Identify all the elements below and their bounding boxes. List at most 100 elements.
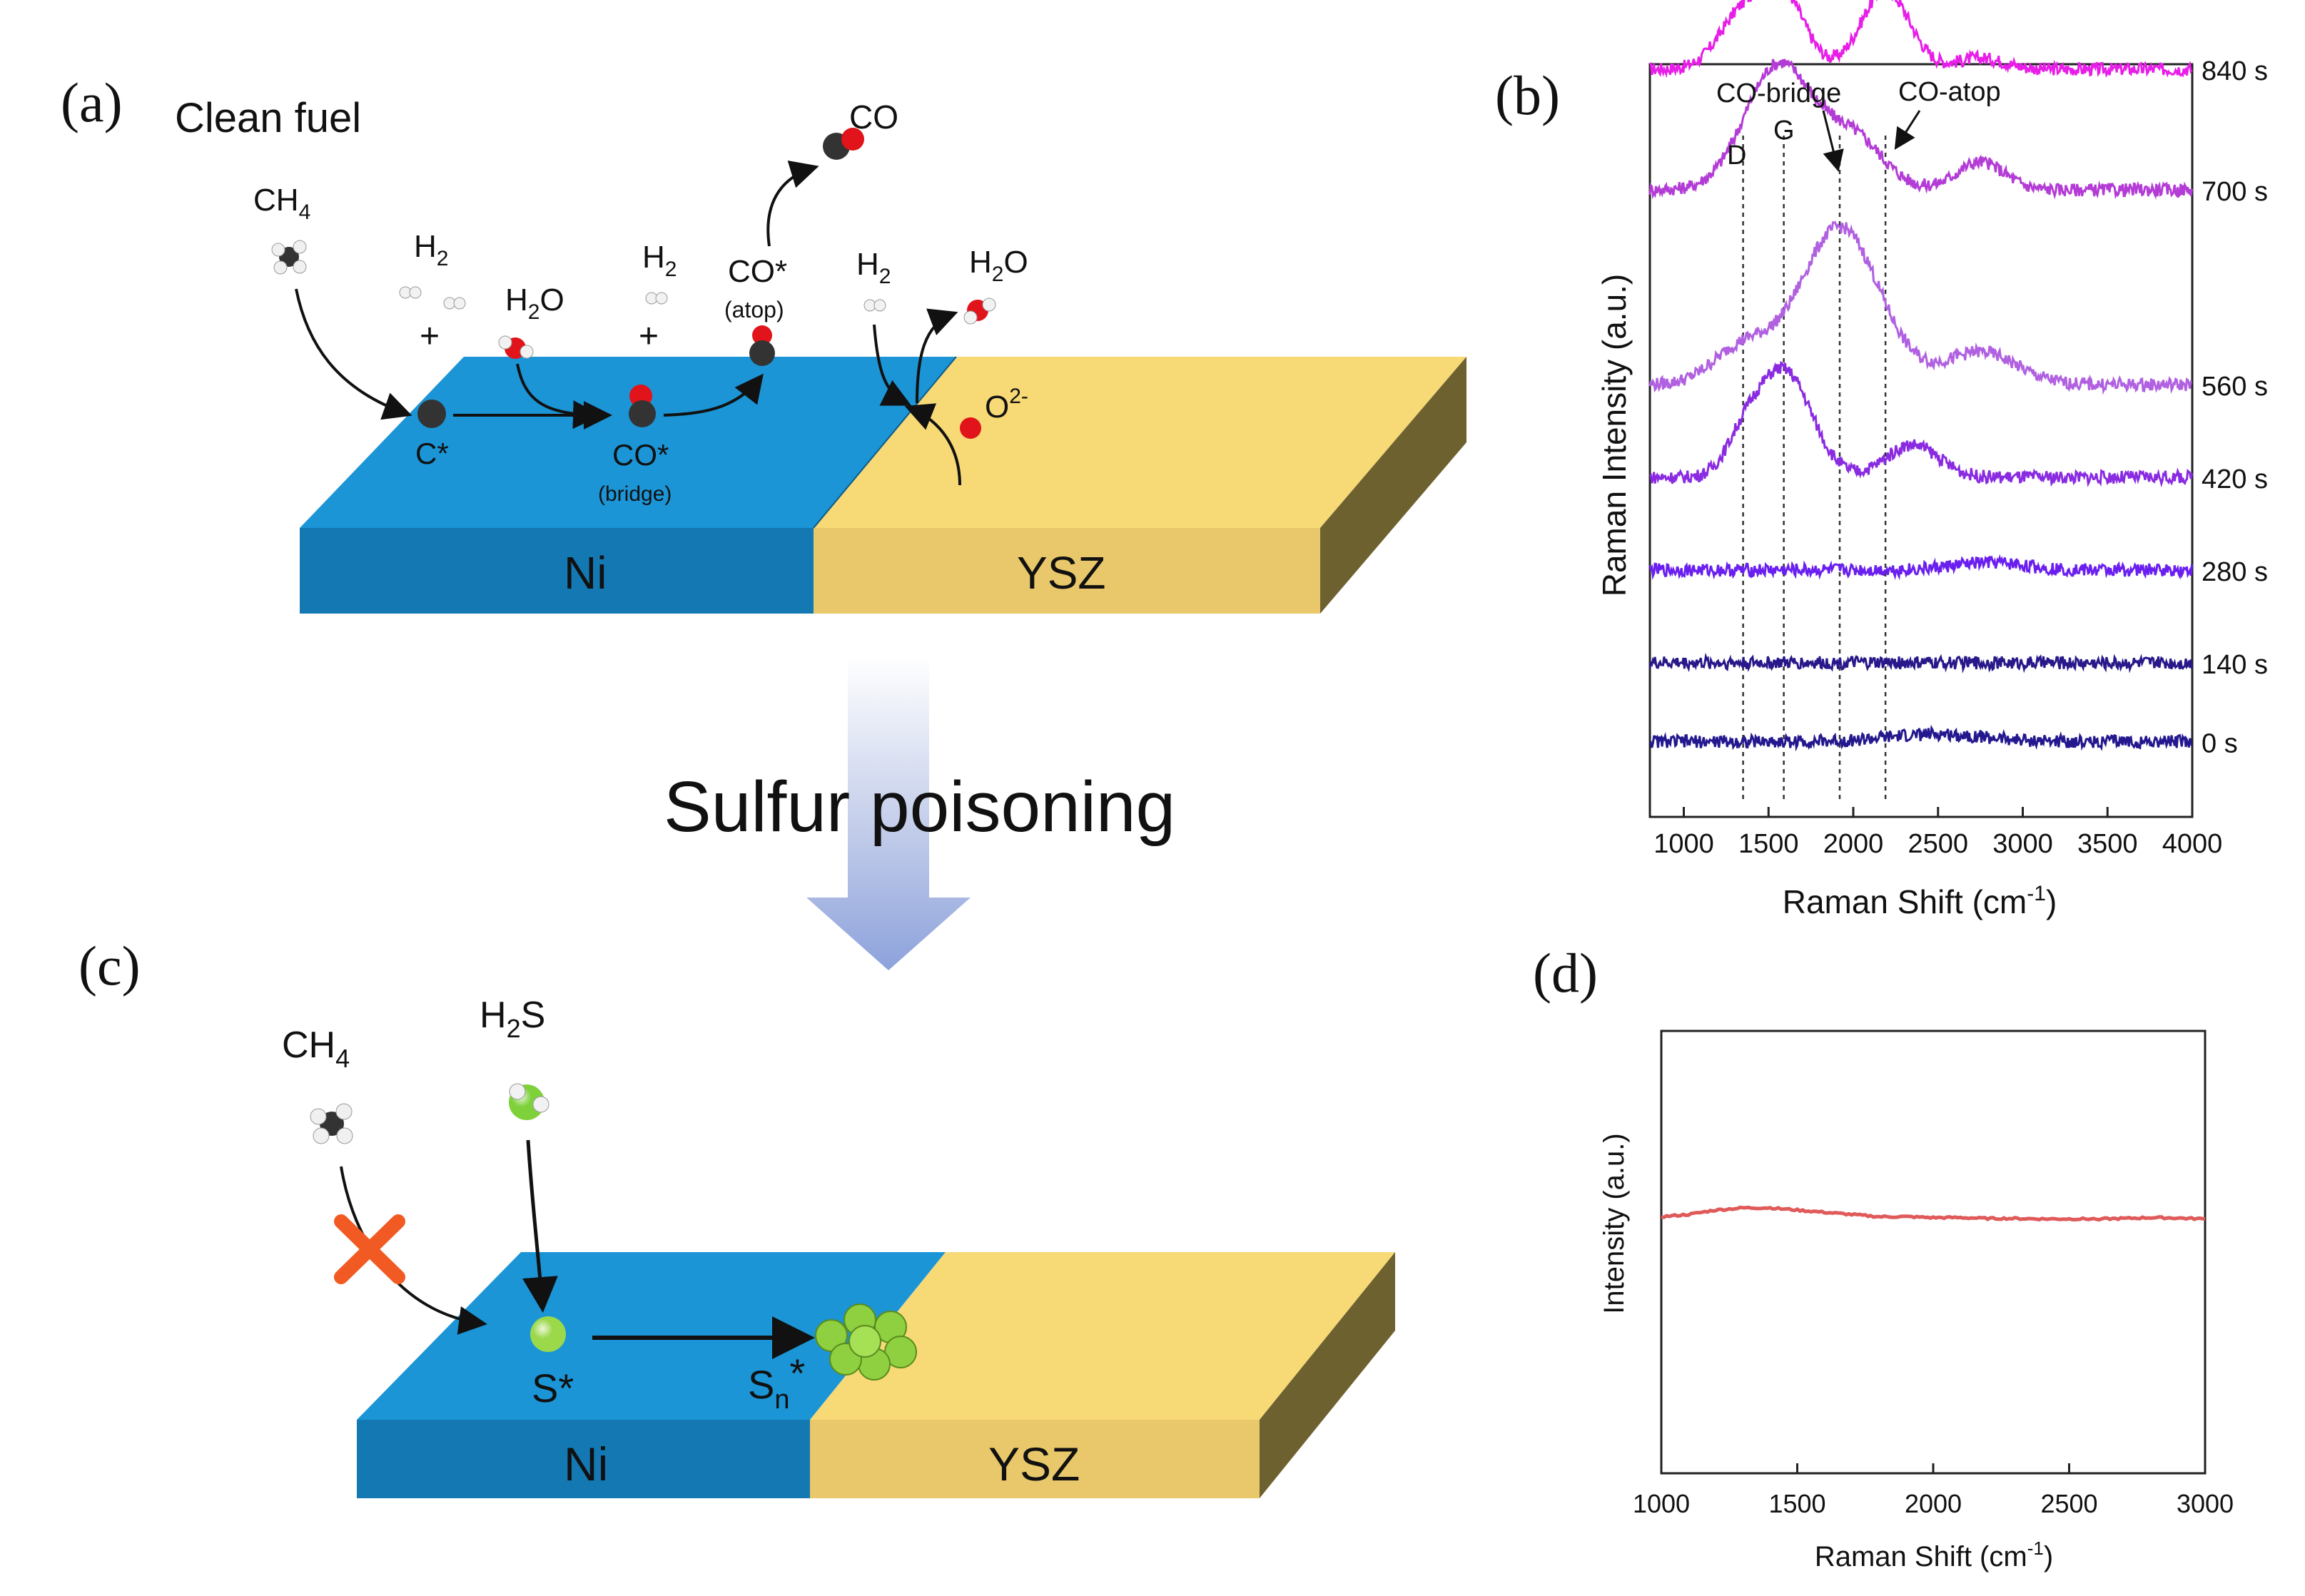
co-desorb-arrow: [766, 161, 819, 247]
chart-b-x-ticks: 1000 1500 2000 2500 3000 3500 4000: [1653, 807, 2222, 859]
h2s-molecule: [509, 1083, 549, 1120]
panel-b-chart: 1000 1500 2000 2500 3000 3500 4000 840 s 700 s 5…: [1596, 0, 2268, 920]
chart-b-xlabel: Raman Shift (cm-1): [1783, 882, 2057, 920]
co-bridge-annotation: CO-bridge: [1716, 78, 1841, 108]
ni-front-face-c: [357, 1420, 810, 1498]
ch4-molecule-c: [310, 1103, 353, 1144]
ysz-side-face: [1320, 357, 1466, 614]
ysz-front-face: [814, 528, 1320, 614]
panel-label-b: (b): [1495, 64, 1560, 126]
panel-d-chart: 1000 1500 2000 2500 3000 Raman Shift (cm-1) …: [1599, 1030, 2234, 1572]
h2-right-label: H2: [856, 247, 891, 288]
xtick-d-label-1500: 1500: [1768, 1489, 1825, 1518]
d-band-annotation: D: [1727, 141, 1746, 171]
chart-d-ylabel: Intensity (a.u.): [1599, 1133, 1630, 1313]
chart-b-frame: [1648, 63, 2194, 818]
xtick-d-label-2500: 2500: [2040, 1489, 2097, 1518]
xtick-d-label-2000: 2000: [1905, 1489, 1962, 1518]
h2-mid-molecule: [645, 292, 668, 305]
spectrum-700-s: [1648, 58, 2193, 200]
h2-to-tpb-arrow: [873, 324, 912, 406]
xtick-label-3500: 3500: [2077, 829, 2138, 859]
spectrum-0-s: [1648, 724, 2193, 752]
spectrum-420-s: [1649, 360, 2193, 488]
ch4-adsorb-arrow: [295, 288, 412, 420]
co-bridge-note: (bridge): [598, 482, 672, 506]
plus-mid: +: [639, 317, 659, 355]
ni-front-face: [300, 528, 814, 614]
spectrum-140-s: [1648, 652, 2193, 674]
xtick-d-label-3000: 3000: [2177, 1489, 2234, 1518]
chart-b-series: [1648, 0, 2193, 752]
s-star-highlight: [530, 1316, 566, 1352]
series-label-560-s: 560 s: [2202, 372, 2268, 402]
series-label-0-s: 0 s: [2202, 729, 2238, 759]
co-bridge-pointer: [1822, 110, 1844, 172]
c-star-label: C*: [415, 437, 449, 470]
xtick-label-3000: 3000: [1992, 829, 2053, 859]
spectrum-sulfur-poisoned: [1661, 1205, 2206, 1222]
panel-c-scheme: Ni YSZ CH4 H2S S*: [282, 995, 1395, 1498]
xtick-d-label-1000: 1000: [1633, 1489, 1690, 1518]
series-label-420-s: 420 s: [2202, 464, 2268, 494]
panel-label-c: (c): [78, 935, 141, 997]
ch4-label: CH4: [253, 183, 310, 224]
co-atop-annotation: CO-atop: [1898, 77, 2001, 107]
ysz-top-face-c: [810, 1252, 1395, 1420]
panel-label-a: (a): [61, 71, 123, 133]
s-star-label: S*: [532, 1366, 574, 1411]
big-down-arrow: [806, 656, 971, 970]
xtick-label-2000: 2000: [1823, 829, 1884, 859]
c-star-atom: [417, 400, 446, 428]
sulfur-cluster: [815, 1303, 917, 1381]
oxygen-ion-label: O2-: [985, 385, 1028, 425]
ni-top-face: [300, 357, 956, 528]
co-bridge-label: CO*: [612, 438, 669, 472]
spectrum-840-s: [1649, 0, 2193, 78]
co-bridge-molecule: [629, 385, 656, 427]
ysz-side-face-c: [1260, 1252, 1395, 1498]
co-gas-molecule: [823, 128, 864, 160]
oxygen-ion-arrow: [904, 403, 961, 486]
co-atop-note: (atop): [724, 297, 784, 322]
blocked-cross-icon: [334, 1214, 405, 1284]
sulfur-poisoning-transition: Sulfur poisoning: [664, 656, 1175, 970]
series-label-140-s: 140 s: [2202, 650, 2268, 680]
h2-mid-label: H2: [642, 240, 677, 281]
spectrum-560-s: [1648, 220, 2192, 395]
chart-d-series: [1661, 1205, 2206, 1222]
h2-right-molecule: [863, 299, 886, 312]
xtick-label-2500: 2500: [1908, 829, 1968, 859]
h2s-adsorb-arrow: [522, 1139, 558, 1313]
chart-d-frame: [1660, 1030, 2207, 1475]
ch4-molecule: [271, 240, 307, 275]
ch4-label-c: CH4: [282, 1025, 350, 1073]
xtick-label-1500: 1500: [1738, 829, 1799, 859]
h2-left-label: H2: [414, 229, 448, 270]
clean-fuel-title: Clean fuel: [175, 95, 361, 141]
g-band-annotation: G: [1773, 116, 1795, 146]
chart-d-xlabel: Raman Shift (cm-1): [1815, 1537, 2053, 1572]
ni-label-c: Ni: [564, 1438, 608, 1490]
h2o-left-label: H2O: [505, 283, 564, 324]
h2-left-molecules: [399, 286, 466, 310]
water-release-arrow: [916, 308, 958, 404]
ysz-label: YSZ: [1017, 547, 1105, 599]
h2s-label: H2S: [480, 995, 545, 1043]
chart-d-x-ticks: 1000 1500 2000 2500 3000: [1633, 1463, 2234, 1518]
ysz-top-face: [814, 357, 1466, 528]
ni-label: Ni: [564, 547, 607, 599]
chart-b-series-labels: 840 s 700 s 560 s 420 s 280 s 140 s 0 s: [2202, 56, 2268, 759]
spectrum-280-s: [1648, 554, 2193, 581]
bridge-to-atop-arrow: [663, 373, 764, 417]
co-atop-label: CO*: [728, 254, 787, 289]
ni-ysz-boundary: [813, 356, 957, 529]
xtick-label-4000: 4000: [2162, 829, 2223, 859]
co-atop-pointer: [1894, 110, 1921, 151]
oxygen-ion: [960, 417, 981, 439]
panel-a-scheme: Clean fuel Ni YSZ CH4 H2 + H2O: [175, 95, 1466, 614]
plus-left: +: [420, 317, 440, 355]
co-atop-molecule: [749, 325, 775, 366]
h2o-right-molecule: [963, 298, 996, 325]
